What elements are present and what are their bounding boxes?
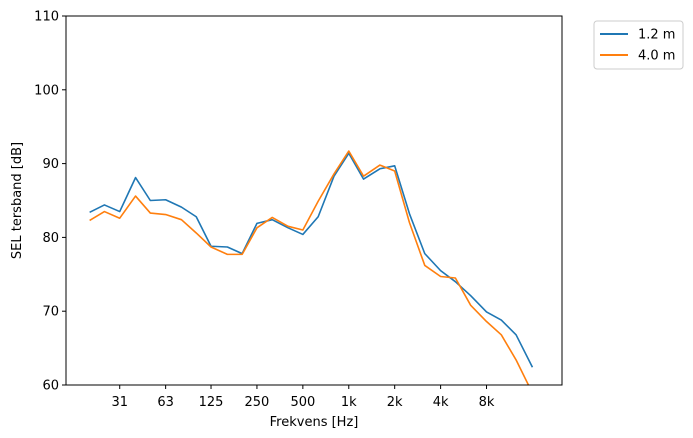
- x-tick-label: 2k: [387, 395, 403, 410]
- y-tick-label: 60: [42, 379, 59, 394]
- plot-layer: [89, 150, 534, 385]
- plot-frame: [65, 15, 563, 386]
- y-axis-label: SEL tersband [dB]: [10, 142, 25, 259]
- legend-label: 1.2 m: [638, 28, 675, 43]
- y-tick-label: 110: [34, 10, 59, 25]
- x-tick-label: 1k: [341, 395, 357, 410]
- x-tick-label: 31: [111, 395, 128, 410]
- x-tick-label: 500: [290, 395, 315, 410]
- series-line: [89, 152, 534, 368]
- legend: 1.2 m 4.0 m: [593, 20, 684, 70]
- legend-label: 4.0 m: [638, 49, 675, 64]
- x-tick-label: 250: [245, 395, 270, 410]
- x-tick-label: 4k: [433, 395, 449, 410]
- series-1: [89, 150, 530, 385]
- y-axis: 60 70 80 90 100 110: [34, 10, 66, 394]
- x-tick-label: 63: [157, 395, 174, 410]
- x-axis: 31 63 125 250 500 1k 2k 4k 8k: [111, 385, 495, 410]
- x-axis-label: Frekvens [Hz]: [270, 415, 359, 430]
- y-tick-label: 100: [34, 83, 59, 98]
- x-tick-label: 125: [199, 395, 224, 410]
- x-tick-label: 8k: [479, 395, 495, 410]
- y-tick-label: 90: [42, 157, 59, 172]
- y-tick-label: 70: [42, 305, 59, 320]
- y-tick-label: 80: [42, 231, 59, 246]
- series-0: [89, 152, 534, 368]
- series-line: [89, 150, 530, 385]
